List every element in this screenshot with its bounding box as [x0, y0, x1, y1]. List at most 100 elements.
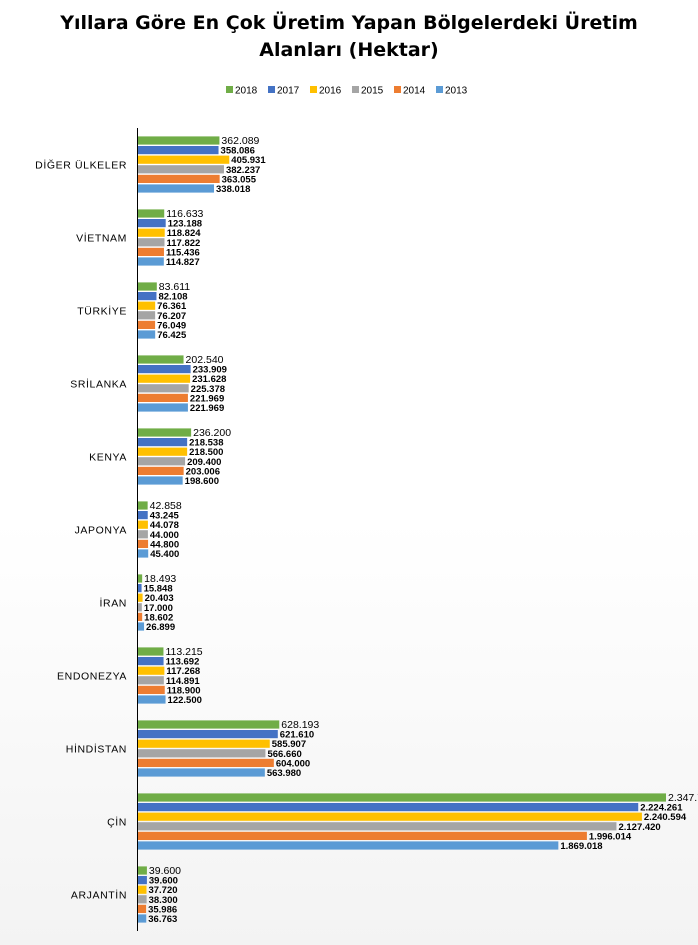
- bar-2013: [138, 330, 156, 339]
- data-label-2016: 585.907: [272, 739, 306, 750]
- bar-2015: [138, 238, 165, 247]
- data-label-2013: 563.980: [267, 768, 301, 779]
- data-label-2015: 209.400: [187, 457, 221, 468]
- bar-2018: [138, 720, 280, 729]
- bar-2017: [138, 146, 219, 155]
- data-label-2015: 117.822: [166, 238, 200, 249]
- data-label-2013: 26.899: [146, 622, 175, 633]
- chart-title: Yıllara Göre En Çok Üretim Yapan Bölgele…: [20, 10, 678, 64]
- category-label: ENDONEZYA: [57, 671, 127, 683]
- data-label-2013: 338.018: [216, 184, 250, 195]
- data-label-2017: 123.188: [168, 219, 202, 230]
- data-label-2018: 83.611: [159, 281, 190, 293]
- data-label-2017: 15.848: [144, 584, 173, 595]
- data-label-2013: 36.763: [148, 914, 177, 925]
- bar-2014: [138, 466, 184, 475]
- bar-2016: [138, 812, 642, 821]
- data-label-2017: 358.086: [221, 146, 255, 157]
- data-label-2018: 116.633: [166, 208, 203, 220]
- bar-2016: [138, 593, 143, 602]
- legend-swatch-2017: [268, 86, 275, 93]
- data-label-2015: 566.660: [267, 749, 301, 760]
- data-label-2017: 113.692: [166, 657, 200, 668]
- bar-2015: [138, 603, 142, 612]
- data-label-2016: 118.824: [167, 228, 202, 239]
- bar-2014: [138, 320, 156, 329]
- bar-2015: [138, 457, 186, 466]
- data-label-2018: 2.347.726: [668, 792, 698, 804]
- data-label-2014: 44.800: [150, 539, 179, 550]
- bar-2016: [138, 301, 156, 310]
- bar-2013: [138, 914, 147, 923]
- category-label: JAPONYA: [75, 525, 127, 537]
- bar-2017: [138, 657, 164, 666]
- data-label-2014: 18.602: [144, 612, 173, 623]
- bar-2015: [138, 384, 189, 393]
- data-label-2015: 225.378: [191, 384, 225, 395]
- bar-2017: [138, 219, 166, 228]
- bar-2014: [138, 174, 220, 183]
- bar-2014: [138, 758, 274, 767]
- legend-swatch-2014: [394, 86, 401, 93]
- bar-2013: [138, 476, 183, 485]
- data-label-2014: 1.996.014: [589, 831, 632, 842]
- bar-2017: [138, 803, 639, 812]
- data-label-2013: 198.600: [185, 476, 219, 487]
- category-label: HİNDİSTAN: [66, 743, 127, 756]
- bar-2018: [138, 574, 143, 583]
- bar-2014: [138, 904, 147, 913]
- data-label-2017: 43.245: [150, 511, 180, 522]
- bar-2013: [138, 403, 188, 412]
- data-label-2013: 221.969: [190, 403, 224, 414]
- data-label-2016: 2.240.594: [644, 812, 687, 823]
- data-label-2014: 363.055: [222, 174, 257, 185]
- category-label: ÇİN: [107, 816, 127, 829]
- data-label-2015: 382.237: [226, 165, 260, 176]
- data-label-2016: 405.931: [231, 155, 266, 166]
- legend-label-2015: 2015: [361, 86, 384, 97]
- bar-2018: [138, 428, 192, 437]
- bar-2017: [138, 292, 157, 301]
- bar-2017: [138, 511, 148, 520]
- bar-2017: [138, 438, 188, 447]
- bar-2014: [138, 539, 149, 548]
- chart-title-line-1: Yıllara Göre En Çok Üretim Yapan Bölgele…: [60, 12, 638, 34]
- bar-2018: [138, 136, 220, 145]
- legend-label-2018: 2018: [235, 86, 258, 97]
- data-label-2016: 37.720: [148, 885, 177, 896]
- data-label-2018: 236.200: [193, 427, 231, 439]
- category-label: SRİLANKA: [70, 378, 127, 391]
- bar-2018: [138, 793, 666, 802]
- data-label-2015: 76.207: [157, 311, 186, 322]
- data-label-2018: 39.600: [149, 865, 181, 877]
- bar-2013: [138, 622, 145, 631]
- bar-2016: [138, 666, 165, 675]
- data-label-2018: 202.540: [186, 354, 224, 366]
- bar-2018: [138, 282, 157, 291]
- data-label-2016: 76.361: [157, 301, 187, 312]
- bar-2015: [138, 311, 156, 320]
- data-label-2014: 35.986: [148, 904, 177, 915]
- bar-2013: [138, 184, 215, 193]
- bar-2014: [138, 685, 165, 694]
- data-label-2013: 114.827: [166, 257, 200, 268]
- data-label-2018: 113.215: [165, 646, 202, 658]
- legend-swatch-2015: [352, 86, 359, 93]
- bar-2014: [138, 247, 164, 256]
- data-label-2016: 20.403: [145, 593, 174, 604]
- bar-2015: [138, 895, 147, 904]
- data-label-2013: 76.425: [157, 330, 187, 341]
- bar-2016: [138, 228, 165, 237]
- bar-2017: [138, 584, 142, 593]
- data-label-2015: 114.891: [166, 676, 201, 687]
- data-label-2018: 18.493: [144, 573, 176, 585]
- bar-2015: [138, 676, 164, 685]
- bar-2018: [138, 209, 165, 218]
- bar-2018: [138, 501, 148, 510]
- data-label-2013: 1.869.018: [560, 841, 602, 852]
- chart-title-line-2: Alanları (Hektar): [259, 39, 439, 61]
- bar-2017: [138, 365, 191, 374]
- category-label: VİETNAM: [76, 232, 127, 245]
